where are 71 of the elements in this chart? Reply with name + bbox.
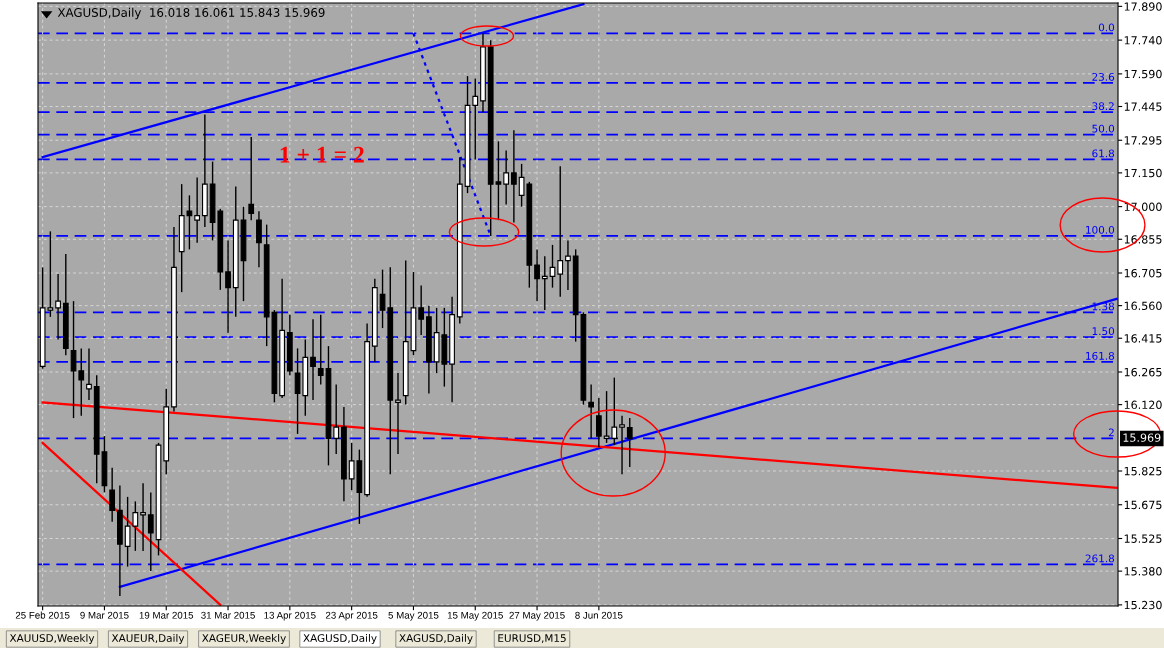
x-tick-label: 25 Feb 2015 [15, 611, 70, 619]
annotation: 23.6 [1092, 72, 1115, 81]
annotation: 0.0 [1098, 23, 1115, 32]
candlestick [534, 248, 540, 302]
annotation: 38.2 [1092, 102, 1114, 111]
annotation: 161.8 [1086, 351, 1115, 360]
candlestick [565, 239, 571, 291]
candlestick [256, 210, 262, 269]
candlestick [55, 273, 61, 341]
x-tick-label: 13 Apr 2015 [264, 611, 316, 621]
text: XAGUSD,Daily [399, 633, 473, 645]
annotation: 50.0 [1092, 124, 1115, 133]
candlestick [418, 284, 425, 336]
y-tick-label: 17.445 [1124, 102, 1162, 111]
y-tick-label: 17.150 [1124, 168, 1162, 178]
x-tick-label: 31 Mar 2015 [201, 611, 255, 619]
annotation: 100.0 [1086, 225, 1115, 234]
text: XAUUSD,Weekly [9, 633, 95, 645]
candlestick [511, 129, 517, 224]
candlestick [310, 318, 316, 401]
candlestick [333, 383, 340, 455]
candlestick [225, 239, 231, 334]
y-tick-label: 17.295 [1124, 136, 1162, 145]
y-tick-label: 16.560 [1124, 301, 1162, 310]
y-tick-label: 16.265 [1124, 367, 1162, 377]
annotation: 1 + 1 = 2 [280, 146, 364, 163]
y-tick-label: 16.705 [1124, 268, 1162, 278]
candlestick [595, 397, 602, 449]
y-tick-label: 15.230 [1124, 600, 1162, 610]
annotation: 2 [1108, 428, 1114, 437]
annotation: 1.38 [1092, 302, 1115, 311]
annotation: 1.50 [1092, 327, 1115, 336]
text: XAUEUR,Daily [111, 633, 185, 645]
candlestick [541, 255, 548, 311]
x-tick-label: 15 May 2015 [447, 611, 503, 621]
y-tick-label: 16.120 [1124, 400, 1162, 409]
candlestick [626, 417, 633, 468]
candlestick [557, 165, 564, 298]
x-tick-label: 27 May 2015 [509, 611, 565, 621]
candlestick [147, 491, 154, 572]
text: XAGEUR,Weekly [202, 633, 286, 645]
candlestick [472, 77, 479, 161]
y-tick-label: 17.890 [1124, 2, 1162, 11]
candlestick [588, 383, 595, 440]
x-tick-label: 8 Jun 2015 [575, 611, 623, 619]
text: EURUSD,M15 [498, 634, 566, 644]
candlestick [317, 313, 324, 386]
y-tick-label: 17.740 [1124, 36, 1162, 45]
x-tick-label: 9 Mar 2015 [80, 611, 129, 619]
candlestick [194, 176, 201, 244]
y-tick-label: 16.415 [1124, 334, 1162, 343]
y-tick-label: 15.675 [1124, 500, 1162, 510]
candlestick [140, 482, 146, 552]
y-tick-label: 15.825 [1124, 466, 1162, 476]
candlestick [109, 466, 116, 523]
candlestick [395, 372, 401, 455]
candlestick [86, 347, 92, 401]
candlestick [248, 136, 255, 221]
x-tick-label: 19 Mar 2015 [139, 611, 194, 619]
x-tick-label: 23 Apr 2015 [325, 611, 378, 621]
candlestick [503, 149, 510, 206]
annotation: 61.8 [1092, 149, 1115, 158]
y-tick-label: 15.380 [1124, 567, 1162, 576]
annotation: 261.8 [1085, 554, 1115, 563]
text: XAGUSD,Daily [303, 633, 377, 645]
y-tick-label: 15.525 [1124, 534, 1162, 543]
y-tick-label: 17.590 [1124, 69, 1162, 79]
x-tick-label: 5 May 2015 [388, 611, 439, 621]
chart-title: XAGUSD,Daily 16.018 16.061 15.843 15.969 [57, 7, 325, 20]
candlestick [619, 415, 625, 476]
annotation: 15.969 [1123, 433, 1161, 442]
